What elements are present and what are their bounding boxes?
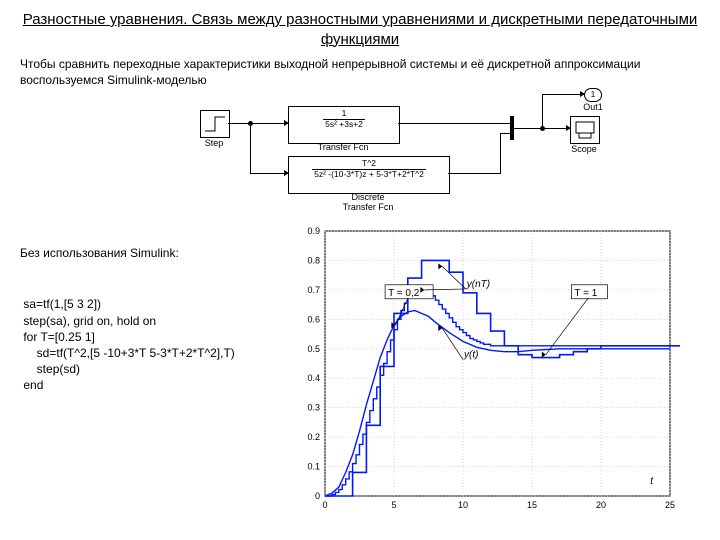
svg-text:y(t): y(t) [463,350,478,361]
svg-text:25: 25 [665,500,675,510]
svg-text:15: 15 [527,500,537,510]
svg-text:0.7: 0.7 [307,285,320,295]
svg-text:T = 1: T = 1 [574,288,597,299]
svg-text:10: 10 [458,500,468,510]
simulink-diagram: Step 1 5s² +3s+2 Transfer Fcn T^2 5z² -(… [200,92,700,222]
svg-text:y(nT): y(nT) [466,279,490,290]
step-block [200,110,230,138]
svg-text:0.5: 0.5 [307,344,320,354]
sub-heading: Без использования Simulink: [20,246,290,260]
svg-text:0.2: 0.2 [307,432,320,442]
discrete-tf-block: T^2 5z² -(10-3*T)z + 5-3*T+2*T^2 [288,156,450,194]
svg-text:0.8: 0.8 [307,256,320,266]
scope-block [570,116,600,144]
svg-text:0.3: 0.3 [307,403,320,413]
svg-text:0: 0 [315,491,320,501]
out-port: 1 [584,88,602,102]
transfer-fcn-block: 1 5s² +3s+2 [288,106,400,144]
svg-text:5: 5 [391,500,396,510]
left-panel: Без использования Simulink: sa=tf(1,[5 3… [20,226,290,393]
svg-text:0.6: 0.6 [307,315,320,325]
code-block: sa=tf(1,[5 3 2]) step(sa), grid on, hold… [20,280,290,393]
response-chart: 0 5 10 15 20 25 0 0.1 0.2 0.3 0.4 0.5 0.6 0.7 0.8 0.9 T … [290,226,680,516]
intro-text: Чтобы сравнить переходные характеристики… [20,57,700,88]
out-label: Out1 [578,102,608,112]
scope-label: Scope [564,144,604,154]
svg-text:0: 0 [322,500,327,510]
svg-text:0.4: 0.4 [307,373,320,383]
svg-text:T = 0,2: T = 0,2 [388,288,420,299]
page-title: Разностные уравнения. Связь между разнос… [20,10,700,49]
tf-label: Transfer Fcn [288,142,398,152]
step-label: Step [196,138,232,148]
svg-text:0.1: 0.1 [307,462,320,472]
svg-text:20: 20 [596,500,606,510]
dtf-label: Discrete Transfer Fcn [318,192,418,212]
svg-text:0.9: 0.9 [307,226,320,236]
